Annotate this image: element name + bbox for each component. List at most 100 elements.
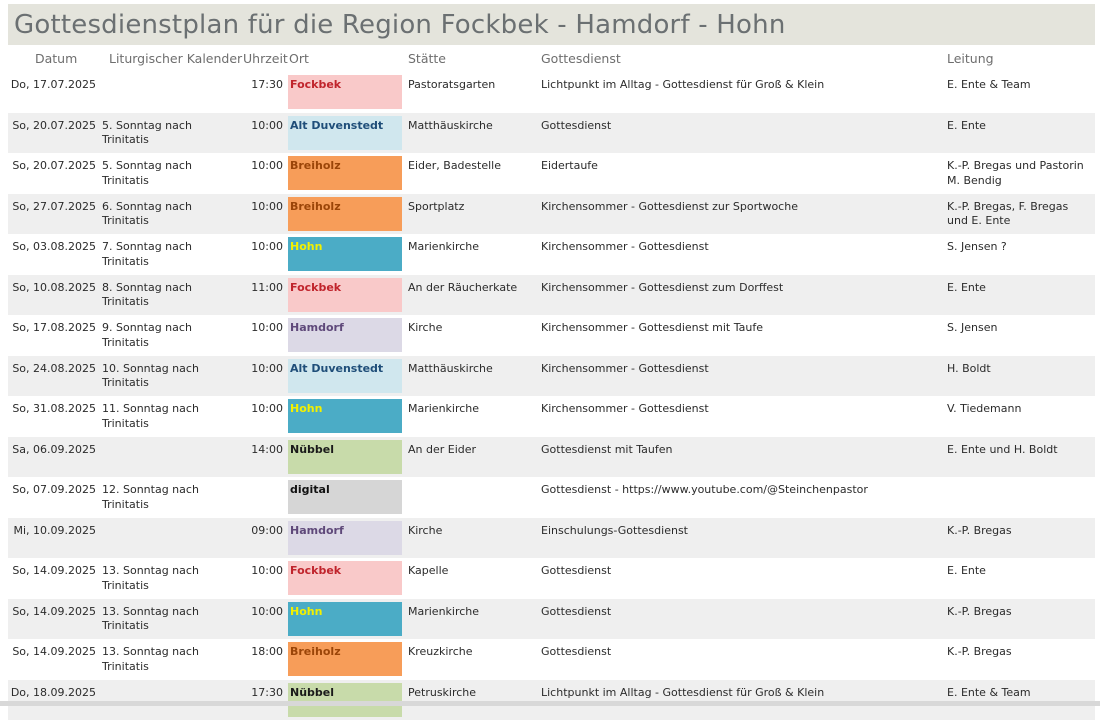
cell-liturgischer-kalender: 13. Sonntag nach Trinitatis: [102, 605, 212, 634]
cell-ort: Alt Duvenstedt: [288, 116, 402, 150]
table-row: So, 14.09.2025 13. Sonntag nach Trinitati…: [8, 558, 1095, 599]
header-gottesdienst: Gottesdienst: [541, 45, 621, 72]
schedule-table: Do, 17.07.2025 17:30 Fockbek Pastoratsgarte…: [8, 72, 1095, 720]
cell-ort: Alt Duvenstedt: [288, 359, 402, 393]
cell-staette: Marienkirche: [408, 605, 536, 620]
cell-staette: An der Räucherkate: [408, 281, 536, 296]
cell-liturgischer-kalender: 7. Sonntag nach Trinitatis: [102, 240, 212, 269]
cell-ort: Fockbek: [288, 278, 402, 312]
cell-uhrzeit: 10:00: [246, 200, 283, 215]
header-staette: Stätte: [408, 45, 446, 72]
cell-leitung: E. Ente und H. Boldt: [947, 443, 1092, 458]
cell-liturgischer-kalender: 5. Sonntag nach Trinitatis: [102, 119, 212, 148]
cell-leitung: V. Tiedemann: [947, 402, 1092, 417]
cell-gottesdienst: Lichtpunkt im Alltag - Gottesdienst für …: [541, 78, 941, 93]
cell-datum: So, 17.08.2025: [8, 321, 96, 336]
cell-liturgischer-kalender: 13. Sonntag nach Trinitatis: [102, 645, 212, 674]
cell-ort: Fockbek: [288, 75, 402, 109]
cell-gottesdienst: Eidertaufe: [541, 159, 941, 174]
cell-datum: Sa, 06.09.2025: [8, 443, 96, 458]
header-uhrzeit: Uhrzeit: [243, 45, 288, 72]
cell-staette: An der Eider: [408, 443, 536, 458]
cell-uhrzeit: 10:00: [246, 159, 283, 174]
cell-leitung: E. Ente & Team: [947, 78, 1092, 93]
cell-datum: Do, 18.09.2025: [8, 686, 96, 701]
cell-staette: Kirche: [408, 321, 536, 336]
cell-uhrzeit: 10:00: [246, 402, 283, 417]
title-bar: Gottesdienstplan für die Region Fockbek …: [8, 4, 1095, 45]
cell-staette: Petruskirche: [408, 686, 536, 701]
cell-leitung: K.-P. Bregas, F. Bregas und E. Ente: [947, 200, 1092, 229]
cell-staette: Matthäuskirche: [408, 119, 536, 134]
cell-datum: So, 14.09.2025: [8, 645, 96, 660]
cell-datum: So, 14.09.2025: [8, 564, 96, 579]
cell-ort: Breiholz: [288, 642, 402, 676]
cell-liturgischer-kalender: 10. Sonntag nach Trinitatis: [102, 362, 212, 391]
cell-ort: Hamdorf: [288, 318, 402, 352]
page-title: Gottesdienstplan für die Region Fockbek …: [8, 4, 1095, 47]
cell-uhrzeit: 18:00: [246, 645, 283, 660]
cell-uhrzeit: 10:00: [246, 362, 283, 377]
cell-gottesdienst: Kirchensommer - Gottesdienst: [541, 240, 941, 255]
header-ort: Ort: [289, 45, 309, 72]
cell-uhrzeit: 10:00: [246, 321, 283, 336]
cell-gottesdienst: Kirchensommer - Gottesdienst zur Sportwo…: [541, 200, 941, 215]
cell-gottesdienst: Gottesdienst - https://www.youtube.com/@…: [541, 483, 941, 498]
cell-liturgischer-kalender: 5. Sonntag nach Trinitatis: [102, 159, 212, 188]
table-row: So, 20.07.2025 5. Sonntag nach Trinitatis…: [8, 153, 1095, 194]
cell-uhrzeit: 17:30: [246, 686, 283, 701]
cell-datum: So, 20.07.2025: [8, 159, 96, 174]
cell-leitung: E. Ente: [947, 281, 1092, 296]
cell-uhrzeit: 17:30: [246, 78, 283, 93]
cell-staette: Eider, Badestelle: [408, 159, 536, 174]
cell-gottesdienst: Einschulungs-Gottesdienst: [541, 524, 941, 539]
cell-leitung: E. Ente: [947, 119, 1092, 134]
cell-leitung: K.-P. Bregas: [947, 645, 1092, 660]
header-datum: Datum: [35, 45, 77, 72]
cell-ort: Nübbel: [288, 440, 402, 474]
table-row: So, 14.09.2025 13. Sonntag nach Trinitati…: [8, 639, 1095, 680]
cell-staette: Kapelle: [408, 564, 536, 579]
cell-ort: Hamdorf: [288, 521, 402, 555]
cell-leitung: K.-P. Bregas: [947, 524, 1092, 539]
cell-gottesdienst: Lichtpunkt im Alltag - Gottesdienst für …: [541, 686, 941, 701]
cell-ort: digital: [288, 480, 402, 514]
cell-leitung: E. Ente & Team: [947, 686, 1092, 701]
cell-staette: Marienkirche: [408, 402, 536, 417]
cell-liturgischer-kalender: 13. Sonntag nach Trinitatis: [102, 564, 212, 593]
cell-staette: Kreuzkirche: [408, 645, 536, 660]
table-row: Do, 17.07.2025 17:30 Fockbek Pastoratsgarte…: [8, 72, 1095, 113]
cell-ort: Hohn: [288, 237, 402, 271]
cell-datum: So, 10.08.2025: [8, 281, 96, 296]
cell-liturgischer-kalender: 6. Sonntag nach Trinitatis: [102, 200, 212, 229]
cell-datum: Do, 17.07.2025: [8, 78, 96, 93]
cell-staette: Pastoratsgarten: [408, 78, 536, 93]
cell-liturgischer-kalender: 8. Sonntag nach Trinitatis: [102, 281, 212, 310]
cell-datum: So, 31.08.2025: [8, 402, 96, 417]
cell-gottesdienst: Gottesdienst: [541, 605, 941, 620]
cell-leitung: E. Ente: [947, 564, 1092, 579]
cell-leitung: K.-P. Bregas: [947, 605, 1092, 620]
cell-ort: Breiholz: [288, 197, 402, 231]
cell-datum: So, 07.09.2025: [8, 483, 96, 498]
cell-ort: Breiholz: [288, 156, 402, 190]
cell-staette: Kirche: [408, 524, 536, 539]
cell-uhrzeit: 10:00: [246, 240, 283, 255]
cell-leitung: H. Boldt: [947, 362, 1092, 377]
cell-staette: Sportplatz: [408, 200, 536, 215]
cell-uhrzeit: 11:00: [246, 281, 283, 296]
cell-uhrzeit: 09:00: [246, 524, 283, 539]
cell-gottesdienst: Gottesdienst: [541, 645, 941, 660]
cell-leitung: S. Jensen ?: [947, 240, 1092, 255]
cell-leitung: S. Jensen: [947, 321, 1092, 336]
cell-staette: Matthäuskirche: [408, 362, 536, 377]
